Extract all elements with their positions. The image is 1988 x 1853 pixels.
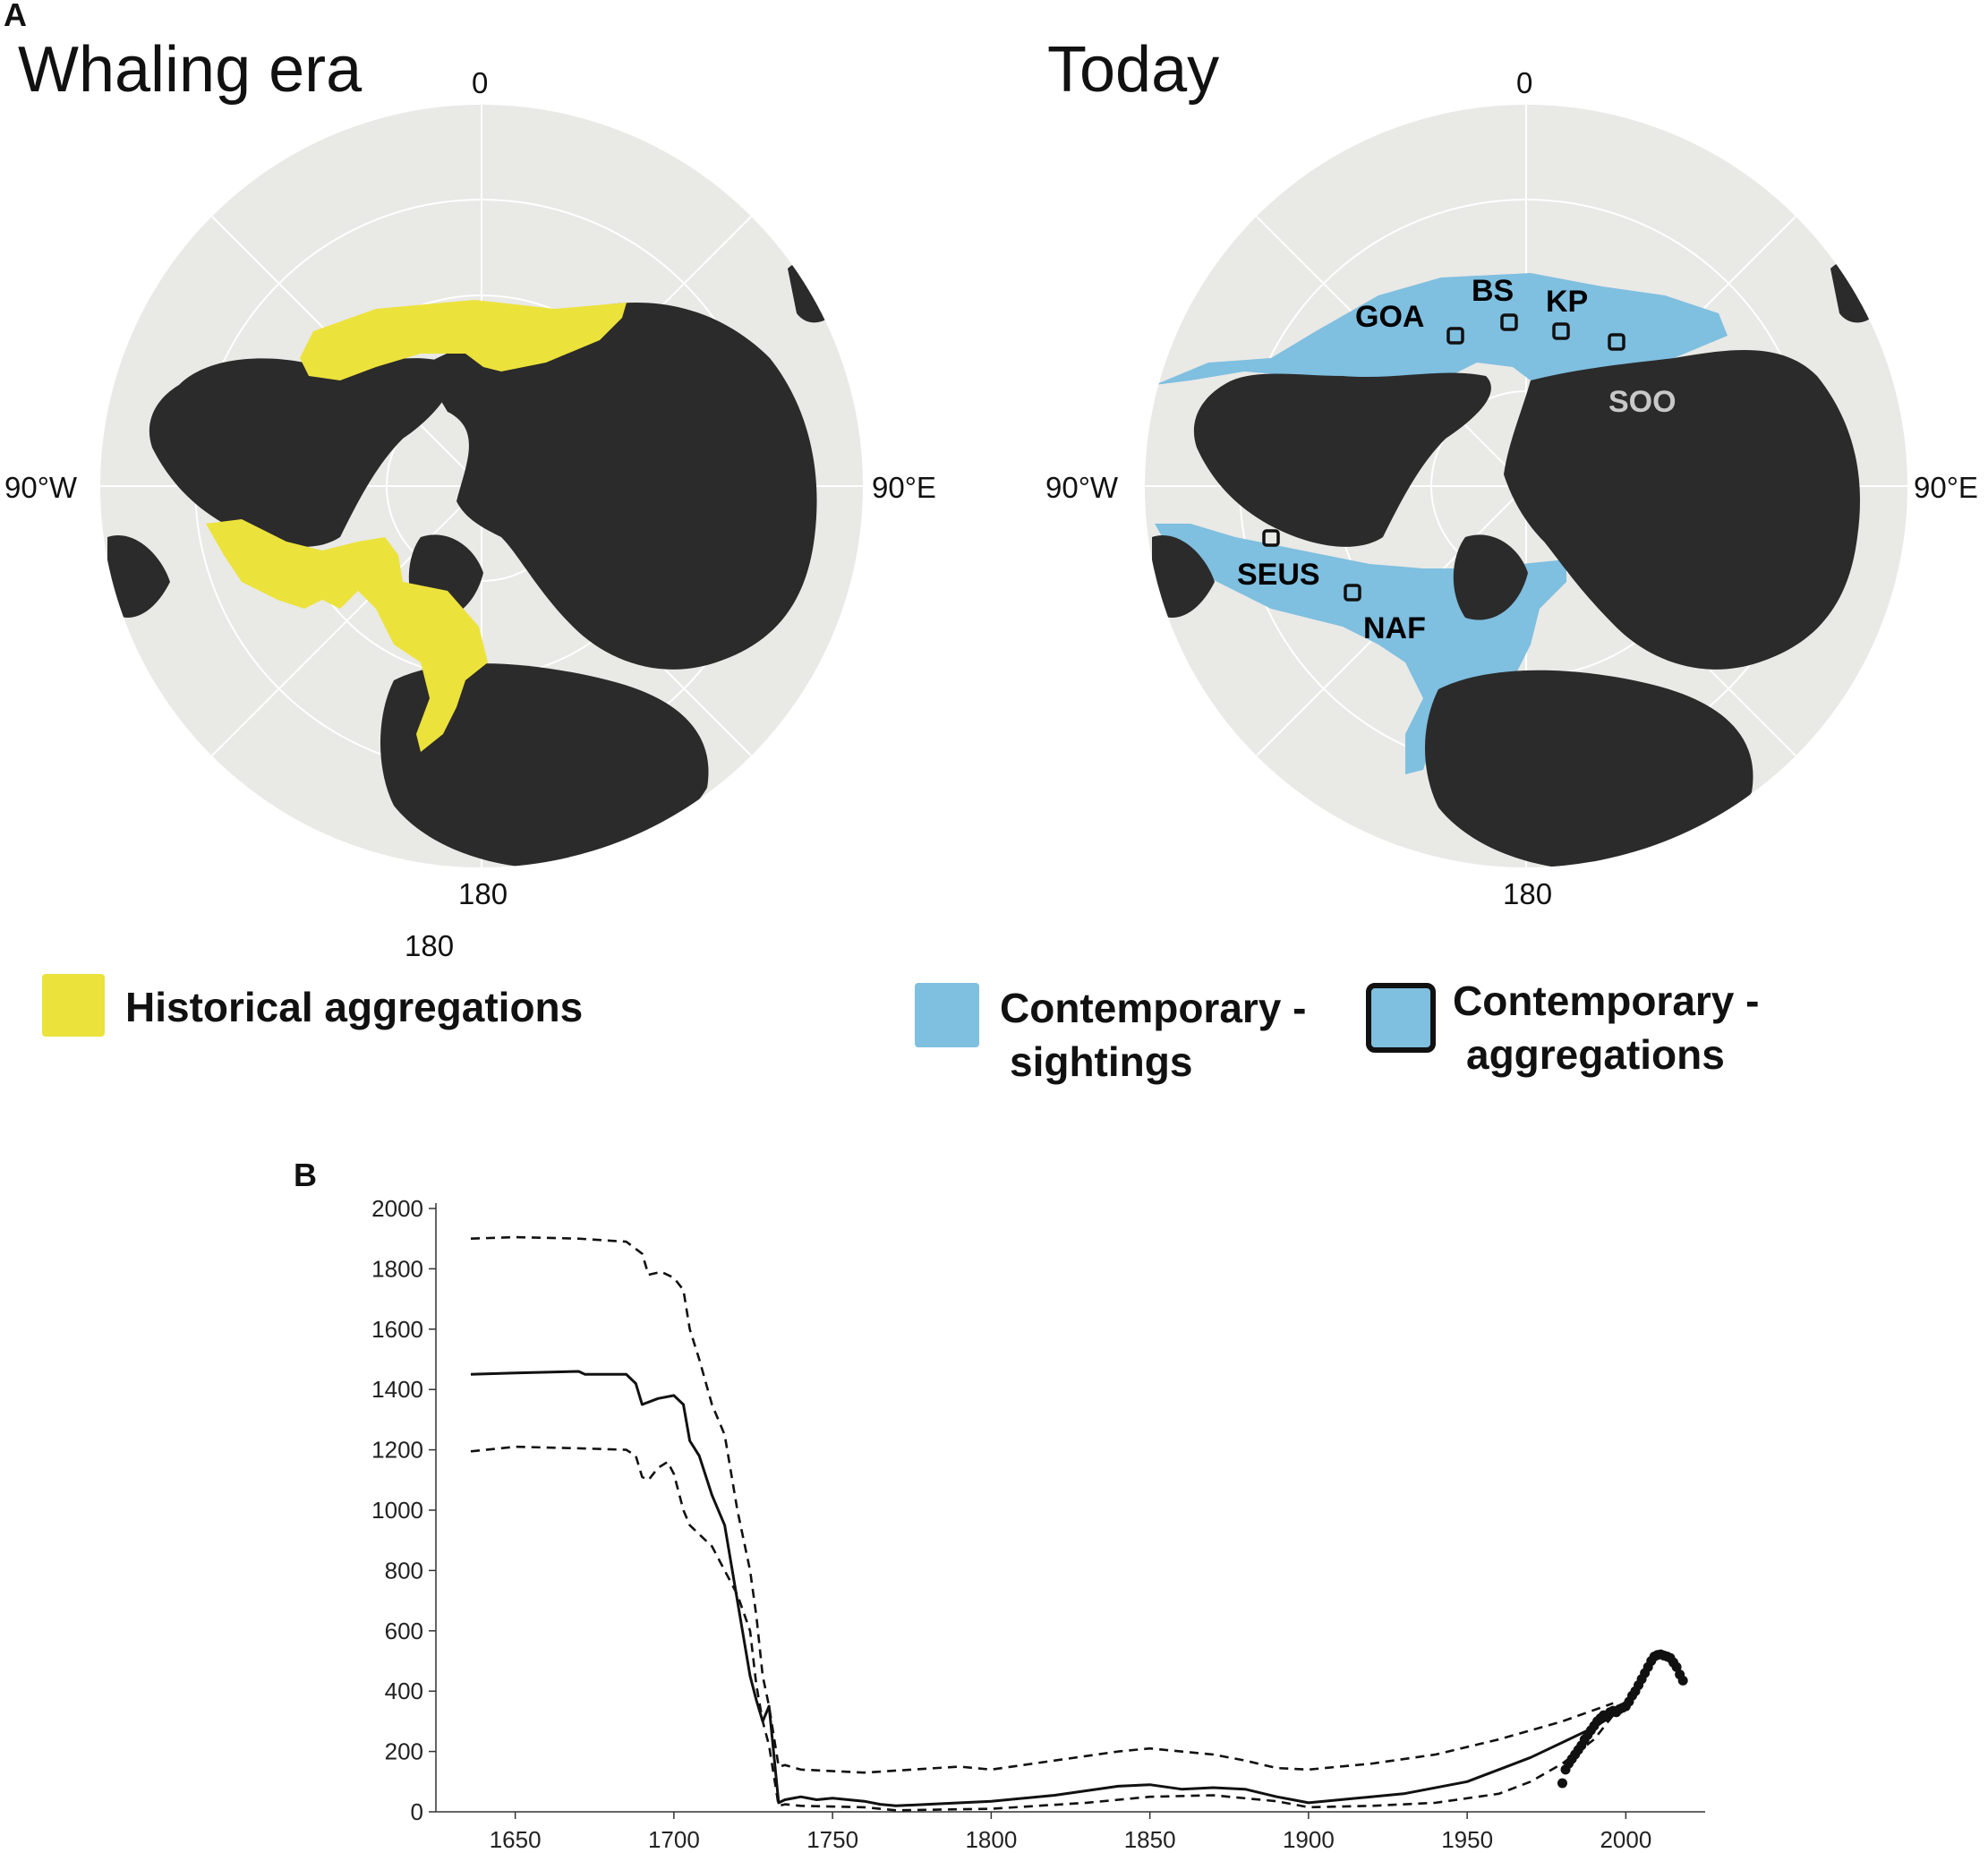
x-tick-label: 1800 [965, 1826, 1017, 1853]
data-point [1671, 1661, 1682, 1672]
series-line-median [470, 1370, 1614, 1807]
x-tick-label: 1750 [806, 1826, 858, 1853]
legend-label-sightings-2: sightings [1010, 1038, 1193, 1085]
right-polar-map: GOA BS KP SOO SEUS NAF [1145, 105, 1907, 867]
series-line-bound-2 [470, 1445, 1615, 1812]
y-tick-label: 1400 [371, 1376, 423, 1403]
legend-label-aggregations-2: aggregations [1466, 1031, 1725, 1078]
x-tick-label: 2000 [1600, 1826, 1651, 1853]
x-tick-label: 1700 [648, 1826, 700, 1853]
left-map-title: Whaling era [18, 34, 363, 106]
site-label-goa: GOA [1355, 300, 1424, 334]
site-label-bs: BS [1472, 274, 1514, 308]
series-line-bound-1 [470, 1235, 1614, 1774]
right-map-title: Today [1047, 34, 1220, 106]
panel-b-letter: B [294, 1157, 317, 1193]
right-map-land [1152, 260, 1884, 867]
legend-label-historical: Historical aggregations [125, 984, 584, 1030]
legend-swatch-historical [42, 974, 105, 1037]
y-tick-label: 1000 [371, 1497, 423, 1524]
left-map-label-left: 90°W [4, 471, 78, 504]
right-map-label-left: 90°W [1045, 471, 1119, 504]
left-map-label-bottom: 180 [458, 877, 508, 910]
site-label-seus: SEUS [1237, 558, 1320, 592]
y-tick-label: 1600 [371, 1316, 423, 1343]
right-map-label-top: 0 [1516, 66, 1533, 99]
site-label-kp: KP [1546, 285, 1588, 319]
legend-swatch-sightings [915, 983, 979, 1047]
left-map-label-bottom-extra: 180 [405, 929, 455, 962]
panel-a-letter: A [4, 0, 27, 33]
x-tick-label: 1900 [1283, 1826, 1335, 1853]
data-point [1557, 1778, 1567, 1789]
left-map-label-top: 0 [472, 66, 489, 99]
y-tick-label: 2000 [371, 1195, 423, 1222]
legend-label-sightings-1: Contemporary - [1000, 985, 1307, 1031]
aggregation-boxes [1262, 313, 1625, 602]
legend-label-aggregations-1: Contemporary - [1453, 978, 1760, 1024]
y-tick-label: 400 [385, 1678, 423, 1704]
left-map-label-right: 90°E [872, 471, 936, 504]
right-map-label-right: 90°E [1914, 471, 1978, 504]
left-polar-map [100, 105, 863, 867]
legend-swatch-aggregations [1366, 983, 1436, 1053]
site-label-naf: NAF [1363, 611, 1426, 645]
site-label-soo: SOO [1608, 385, 1677, 419]
right-map-label-bottom: 180 [1503, 877, 1553, 910]
x-tick-label: 1650 [490, 1826, 542, 1853]
y-tick-label: 600 [385, 1618, 423, 1644]
y-tick-label: 800 [385, 1557, 423, 1584]
y-tick-label: 1200 [371, 1437, 423, 1464]
historical-aggregations-area [206, 300, 627, 752]
y-tick-label: 1800 [371, 1255, 423, 1282]
x-tick-label: 1850 [1124, 1826, 1176, 1853]
data-point [1677, 1675, 1688, 1686]
y-tick-label: 200 [385, 1738, 423, 1765]
y-tick-label: 0 [411, 1798, 423, 1825]
x-tick-label: 1950 [1441, 1826, 1493, 1853]
